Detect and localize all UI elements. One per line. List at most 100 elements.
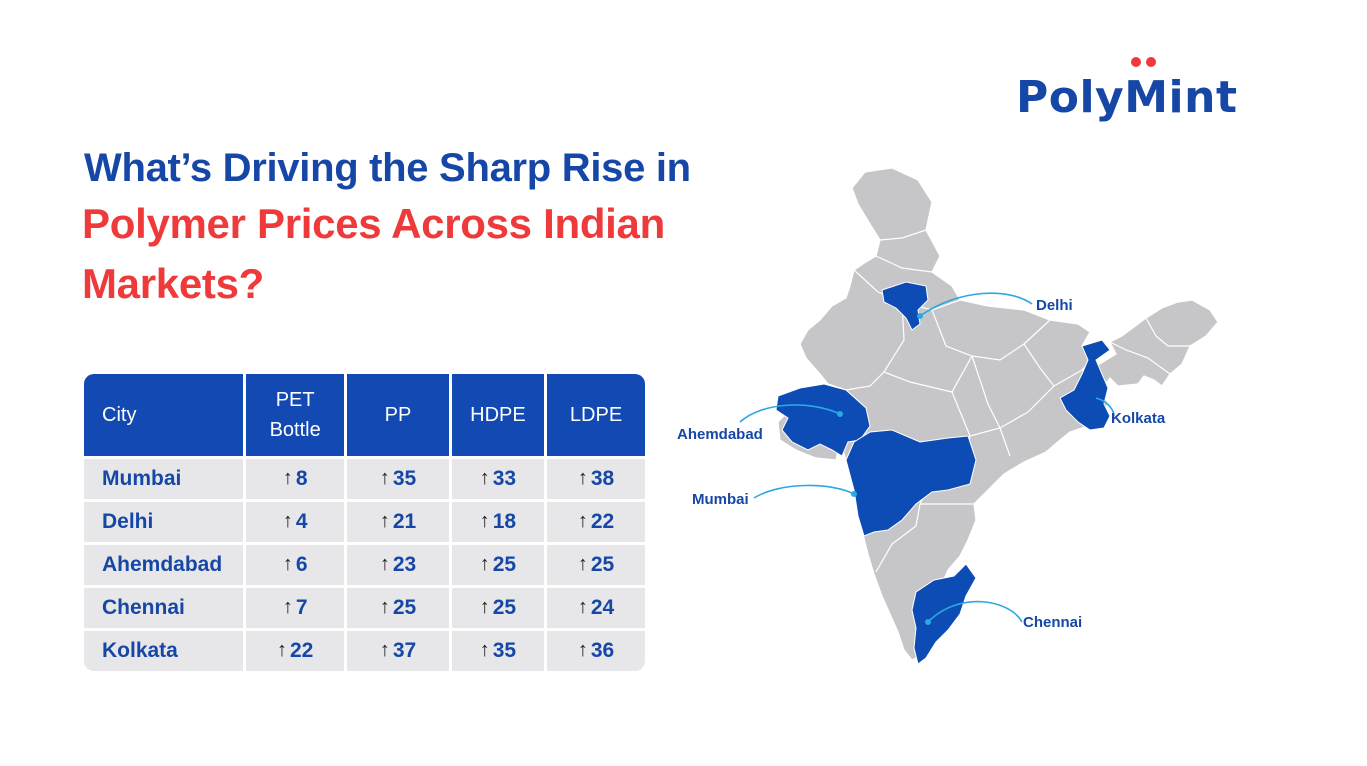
region-west-bengal [1059, 339, 1111, 431]
cell-value: 4 [295, 510, 308, 533]
cell-pp: ↑ 25 [347, 588, 452, 631]
cell-pp: ↑ 21 [347, 502, 452, 545]
cell-ldpe: ↑ 24 [547, 588, 645, 631]
cell-pet: ↑ 4 [246, 502, 348, 545]
logo-suffix-text: Mint [1124, 72, 1238, 123]
up-arrow-icon: ↑ [379, 510, 390, 532]
cell-pp: ↑ 35 [347, 459, 452, 502]
marker-ahemdabad [837, 411, 843, 417]
cell-pet: ↑ 8 [246, 459, 348, 502]
up-arrow-icon: ↑ [577, 510, 588, 532]
cell-pet: ↑ 6 [246, 545, 348, 588]
up-arrow-icon: ↑ [479, 510, 490, 532]
cell-ldpe: ↑ 25 [547, 545, 645, 588]
cell-ldpe: ↑ 38 [547, 459, 645, 502]
header-pp: PP [347, 374, 452, 459]
header-pet-bottle: PET Bottle [246, 374, 348, 459]
up-arrow-icon: ↑ [479, 596, 490, 618]
cell-hdpe: ↑ 35 [451, 631, 548, 671]
up-arrow-icon: ↑ [276, 639, 287, 661]
cell-value: 25 [392, 596, 417, 619]
headline-line-2: Polymer Prices Across Indian Markets? [82, 200, 665, 307]
leader-delhi [919, 292, 1033, 317]
cell-pp: ↑ 23 [347, 545, 452, 588]
price-table: City PET Bottle PP HDPE LDPE Mumbai ↑ 8 ↑ 35… [84, 374, 645, 671]
leader-kolkata [1095, 397, 1115, 417]
table-row: Chennai ↑ 7 ↑ 25 ↑ 25 ↑ 24 [84, 588, 645, 631]
marker-chennai [925, 619, 931, 625]
logo-people-icon [1131, 57, 1157, 67]
headline-line-1: What’s Driving the Sharp Rise in [84, 146, 691, 190]
cell-city: Delhi [84, 502, 247, 545]
cell-hdpe: ↑ 25 [451, 588, 548, 631]
logo-prefix: Poly [1016, 72, 1125, 123]
map-label-ahemdabad: Ahemdabad [677, 426, 763, 443]
table-header-row: City PET Bottle PP HDPE LDPE [84, 374, 645, 459]
region-haryana-delhi [881, 281, 929, 331]
cell-value: 22 [289, 639, 314, 662]
map-label-chennai: Chennai [1023, 614, 1083, 631]
cell-value: 24 [590, 596, 615, 619]
up-arrow-icon: ↑ [479, 553, 490, 575]
cell-city: Mumbai [84, 459, 247, 502]
leader-mumbai [753, 484, 855, 499]
cell-value: 22 [590, 510, 615, 533]
cell-value: 7 [295, 596, 308, 619]
table-row: Mumbai ↑ 8 ↑ 35 ↑ 33 ↑ 38 [84, 459, 645, 502]
cell-value: 37 [392, 639, 417, 662]
up-arrow-icon: ↑ [577, 639, 588, 661]
map-label-kolkata: Kolkata [1111, 410, 1166, 427]
cell-value: 6 [295, 553, 308, 576]
up-arrow-icon: ↑ [282, 467, 293, 489]
up-arrow-icon: ↑ [479, 639, 490, 661]
header-pet-bottle-label: PET Bottle [269, 389, 321, 441]
region-gujarat [775, 383, 871, 457]
up-arrow-icon: ↑ [379, 639, 390, 661]
logo-suffix: Mint [1124, 57, 1238, 130]
up-arrow-icon: ↑ [379, 596, 390, 618]
up-arrow-icon: ↑ [282, 596, 293, 618]
city-markers [837, 313, 931, 625]
cell-ldpe: ↑ 22 [547, 502, 645, 545]
header-hdpe: HDPE [451, 374, 548, 459]
up-arrow-icon: ↑ [577, 596, 588, 618]
cell-city: Ahemdabad [84, 545, 247, 588]
cell-ldpe: ↑ 36 [547, 631, 645, 671]
headline: What’s Driving the Sharp Rise in Polymer… [82, 142, 782, 314]
cell-city: Kolkata [84, 631, 247, 671]
marker-mumbai [851, 491, 857, 497]
cell-value: 36 [590, 639, 615, 662]
leader-lines [739, 292, 1115, 623]
up-arrow-icon: ↑ [577, 553, 588, 575]
cell-pet: ↑ 22 [246, 631, 348, 671]
table-row: Delhi ↑ 4 ↑ 21 ↑ 18 ↑ 22 [84, 502, 645, 545]
cell-value: 18 [492, 510, 517, 533]
table-row: Ahemdabad ↑ 6 ↑ 23 ↑ 25 ↑ 25 [84, 545, 645, 588]
cell-value: 21 [392, 510, 417, 533]
cell-hdpe: ↑ 18 [451, 502, 548, 545]
header-city: City [84, 374, 247, 459]
region-tamil-nadu [911, 563, 977, 665]
cell-value: 25 [492, 596, 517, 619]
up-arrow-icon: ↑ [379, 467, 390, 489]
cell-city: Chennai [84, 588, 247, 631]
cell-value: 35 [492, 639, 517, 662]
up-arrow-icon: ↑ [379, 553, 390, 575]
up-arrow-icon: ↑ [479, 467, 490, 489]
cell-value: 23 [392, 553, 417, 576]
map-label-mumbai: Mumbai [692, 491, 749, 508]
map-label-delhi: Delhi [1036, 297, 1073, 314]
header-ldpe: LDPE [547, 374, 645, 459]
cell-pet: ↑ 7 [246, 588, 348, 631]
table-row: Kolkata ↑ 22 ↑ 37 ↑ 35 ↑ 36 [84, 631, 645, 671]
india-map [739, 167, 1219, 665]
cell-value: 35 [392, 467, 417, 490]
cell-pp: ↑ 37 [347, 631, 452, 671]
up-arrow-icon: ↑ [577, 467, 588, 489]
up-arrow-icon: ↑ [282, 510, 293, 532]
leader-chennai [927, 600, 1023, 623]
up-arrow-icon: ↑ [282, 553, 293, 575]
cell-value: 33 [492, 467, 517, 490]
cell-value: 38 [590, 467, 615, 490]
cell-value: 8 [295, 467, 308, 490]
